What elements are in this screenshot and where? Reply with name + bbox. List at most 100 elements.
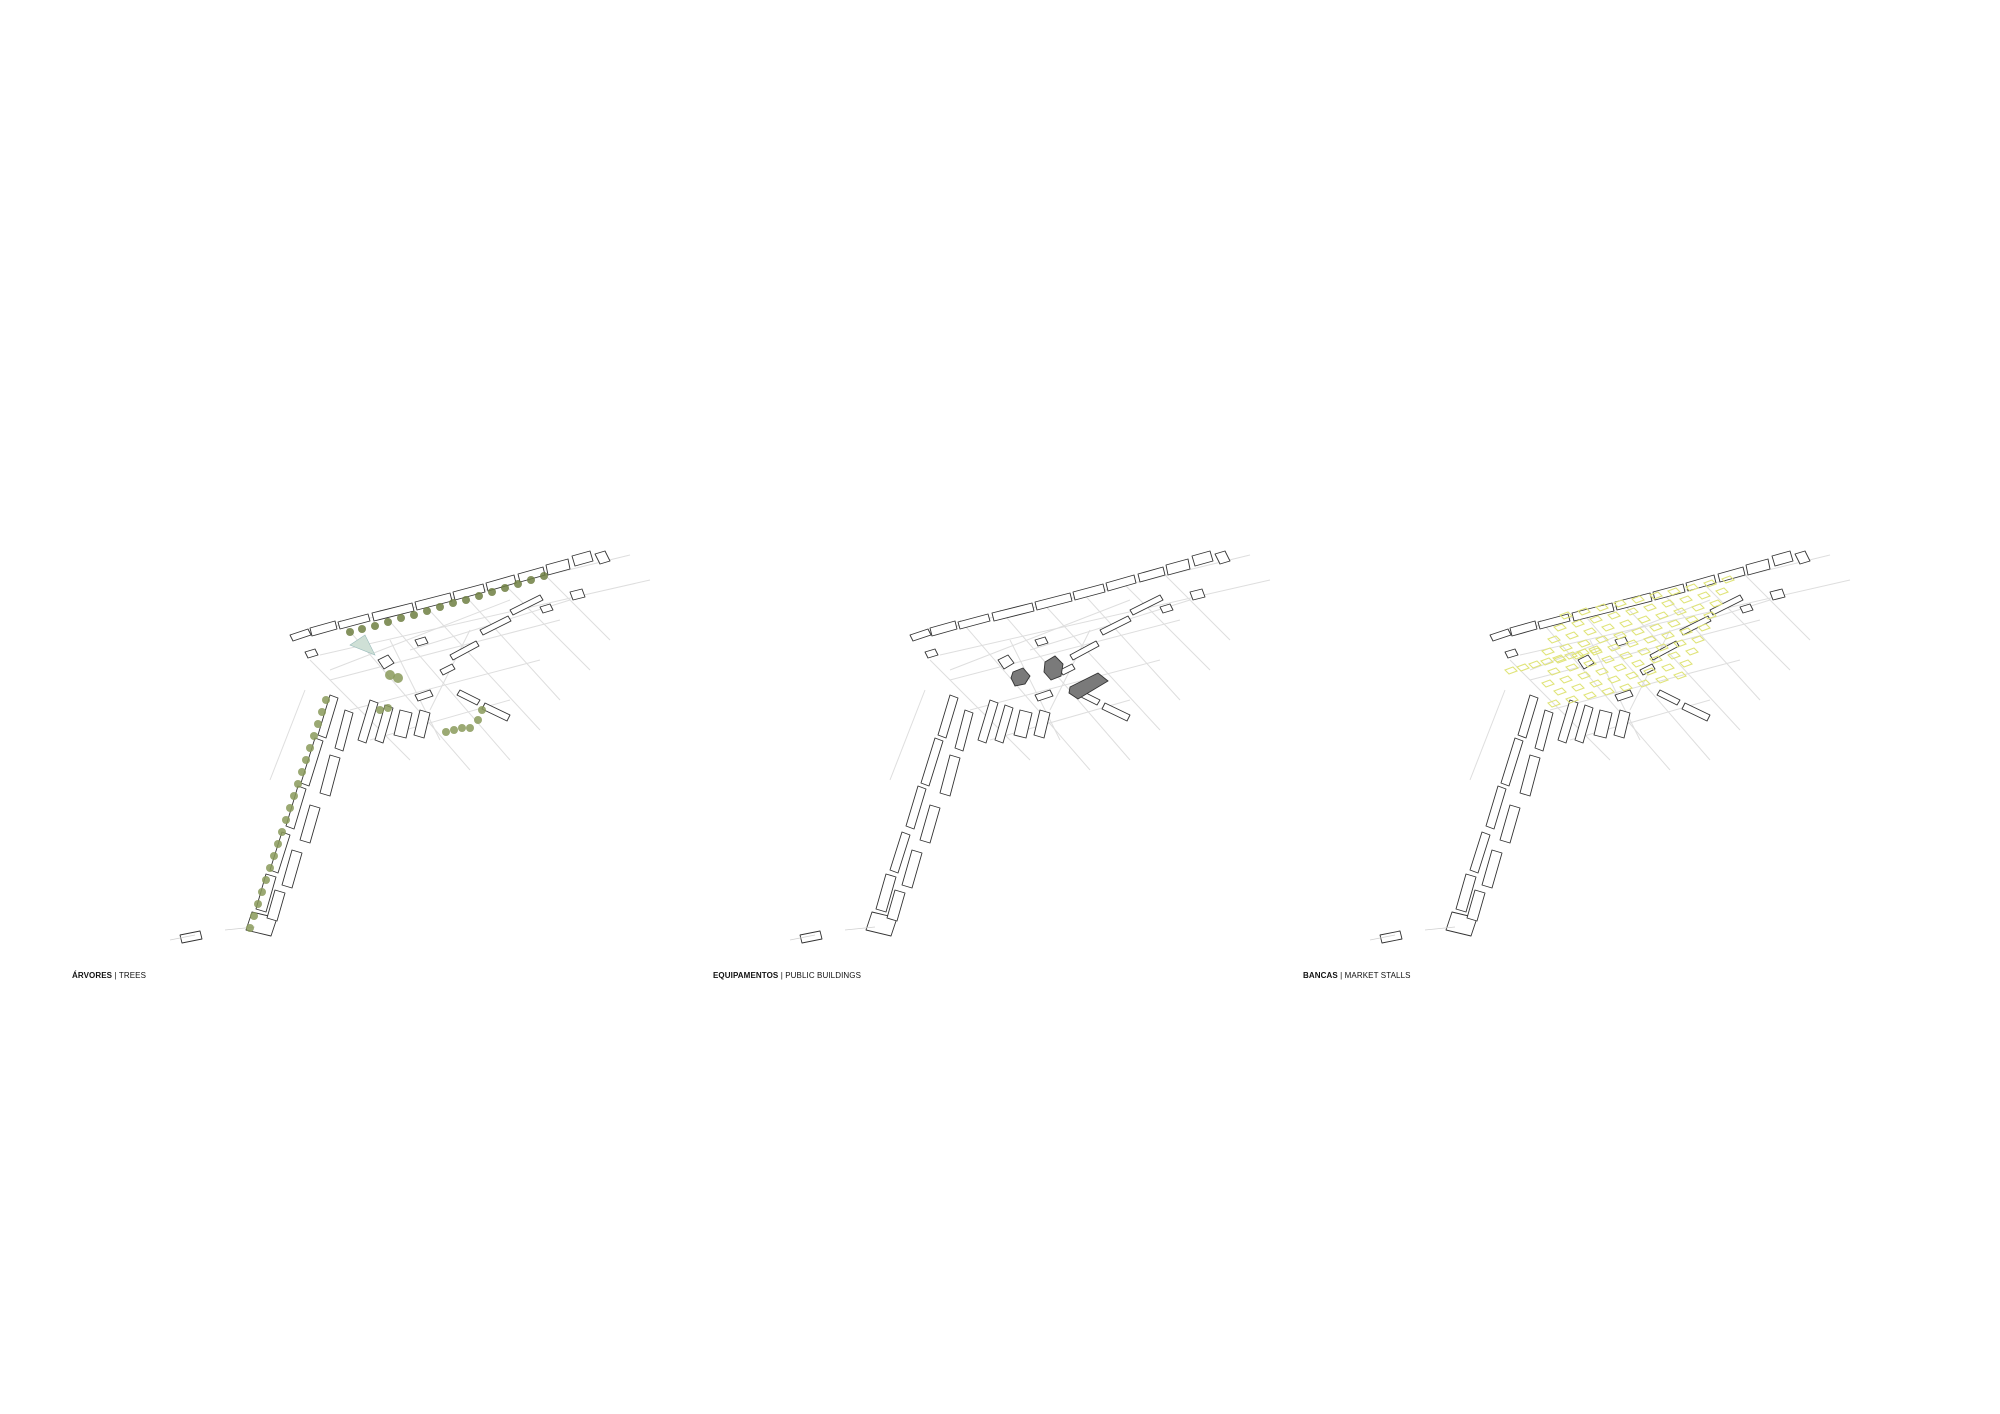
trees-map xyxy=(169,550,651,944)
market-stall xyxy=(1607,611,1621,620)
market-stall xyxy=(1565,631,1579,640)
market-stall xyxy=(1691,603,1705,612)
market-stall xyxy=(1559,643,1573,652)
market-stall xyxy=(1655,675,1669,684)
market-stall xyxy=(1613,663,1627,672)
market-stall xyxy=(1619,619,1633,628)
caption-public-buildings-title: EQUIPAMENTOS xyxy=(713,971,779,980)
market-stall xyxy=(1589,679,1603,688)
market-stall xyxy=(1595,635,1609,644)
market-stall xyxy=(1583,659,1597,668)
caption-market-stalls-subtitle: MARKET STALLS xyxy=(1344,971,1411,980)
caption-trees: ÁRVORES | TREES xyxy=(72,971,146,980)
market-stall xyxy=(1583,627,1597,636)
market-stall xyxy=(1552,654,1566,663)
market-stall xyxy=(1637,615,1651,624)
market-stall xyxy=(1613,631,1627,640)
market-stall xyxy=(1564,651,1578,660)
market-stall xyxy=(1571,683,1585,692)
market-stall xyxy=(1679,659,1693,668)
market-stall xyxy=(1715,587,1729,596)
caption-trees-subtitle: TREES xyxy=(118,971,146,980)
market-stall xyxy=(1559,611,1573,620)
market-stall xyxy=(1655,643,1669,652)
market-stall xyxy=(1601,687,1615,696)
trees-diagram xyxy=(150,540,670,944)
public-buildings-map xyxy=(789,550,1271,944)
market-stall xyxy=(1661,663,1675,672)
market-stall xyxy=(1504,666,1518,675)
market-stall xyxy=(1637,647,1651,656)
market-stall xyxy=(1697,623,1711,632)
market-stall xyxy=(1661,631,1675,640)
market-stall xyxy=(1565,695,1579,704)
market-stall xyxy=(1601,655,1615,664)
market-stall xyxy=(1553,687,1567,696)
market-stalls-map xyxy=(1369,550,1851,944)
market-stall xyxy=(1673,607,1687,616)
market-stall xyxy=(1637,679,1651,688)
market-stalls-diagram xyxy=(1350,540,1870,944)
market-stall xyxy=(1583,691,1597,700)
market-stall xyxy=(1685,647,1699,656)
market-stall xyxy=(1661,599,1675,608)
caption-separator: | xyxy=(780,971,783,980)
market-stall xyxy=(1595,667,1609,676)
market-stall xyxy=(1577,639,1591,648)
caption-market-stalls-title: BANCAS xyxy=(1303,971,1338,980)
market-stall xyxy=(1613,599,1627,608)
caption-separator: | xyxy=(114,971,117,980)
market-stall xyxy=(1588,645,1602,654)
market-stall xyxy=(1667,587,1681,596)
market-stall xyxy=(1625,671,1639,680)
market-stall xyxy=(1631,627,1645,636)
market-stall xyxy=(1565,663,1579,672)
market-stall xyxy=(1649,623,1663,632)
market-stalls-highlight xyxy=(1504,575,1735,708)
caption-market-stalls: BANCAS | MARKET STALLS xyxy=(1303,971,1411,980)
market-stall xyxy=(1607,675,1621,684)
caption-trees-title: ÁRVORES xyxy=(72,971,113,980)
market-stall xyxy=(1703,611,1717,620)
market-stall xyxy=(1643,603,1657,612)
caption-public-buildings: EQUIPAMENTOS | PUBLIC BUILDINGS xyxy=(713,971,861,980)
market-stall xyxy=(1667,619,1681,628)
market-stall xyxy=(1685,615,1699,624)
market-stall xyxy=(1589,647,1603,656)
caption-public-buildings-subtitle: PUBLIC BUILDINGS xyxy=(785,971,862,980)
market-stall xyxy=(1577,671,1591,680)
market-stall xyxy=(1528,660,1542,669)
market-stall xyxy=(1595,603,1609,612)
market-stall xyxy=(1649,591,1663,600)
market-stall xyxy=(1547,667,1561,676)
market-stall xyxy=(1703,579,1717,588)
market-stall xyxy=(1679,595,1693,604)
caption-separator: | xyxy=(1340,971,1343,980)
market-stall xyxy=(1649,655,1663,664)
market-stall xyxy=(1541,679,1555,688)
market-stall xyxy=(1619,683,1633,692)
market-stall xyxy=(1547,635,1561,644)
market-stall xyxy=(1721,575,1735,584)
market-stall xyxy=(1625,639,1639,648)
market-stall xyxy=(1673,671,1687,680)
market-stall xyxy=(1589,615,1603,624)
market-stall xyxy=(1541,647,1555,656)
market-stall xyxy=(1697,591,1711,600)
market-stall xyxy=(1631,595,1645,604)
market-stall xyxy=(1619,651,1633,660)
market-stall xyxy=(1547,699,1561,708)
market-stall xyxy=(1607,643,1621,652)
market-stall xyxy=(1655,611,1669,620)
market-stall xyxy=(1679,627,1693,636)
market-stall xyxy=(1540,657,1554,666)
market-stall xyxy=(1685,583,1699,592)
market-stall xyxy=(1601,623,1615,632)
market-stall xyxy=(1516,663,1530,672)
market-stall xyxy=(1667,651,1681,660)
market-stall xyxy=(1709,599,1723,608)
tree-clusters xyxy=(246,572,548,932)
market-stall xyxy=(1691,635,1705,644)
market-stall xyxy=(1571,619,1585,628)
market-stall xyxy=(1625,607,1639,616)
